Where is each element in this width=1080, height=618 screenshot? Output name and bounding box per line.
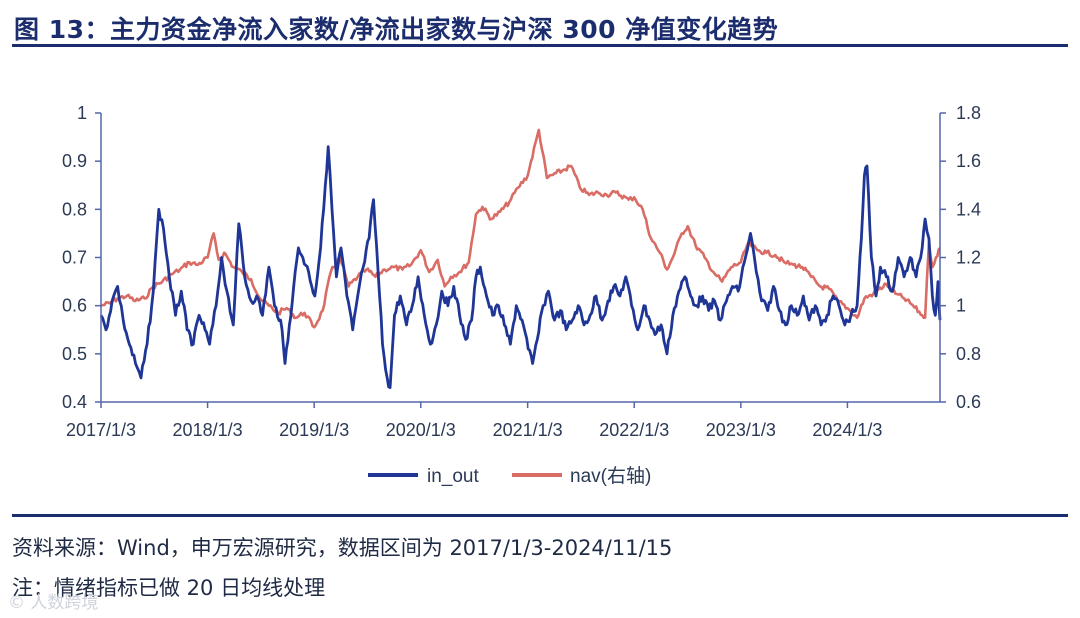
- legend: in_out nav(右轴): [368, 465, 651, 487]
- legend-label-in_out: in_out: [427, 466, 479, 487]
- x-tick-label: 2023/1/3: [706, 420, 776, 440]
- right-tick-label: 1.4: [956, 199, 981, 219]
- right-tick-label: 1: [956, 296, 966, 316]
- x-tick-label: 2022/1/3: [599, 420, 669, 440]
- series-line-nav: [100, 128, 942, 329]
- x-tick-label: 2024/1/3: [812, 420, 882, 440]
- chart-area: 0.4 0.5 0.6 0.7 0.8 0.9 1 0.6 0.8 1 1.2 1.4 1.6 1.8 20…: [62, 103, 981, 487]
- title-divider: [12, 44, 1068, 47]
- left-tick-label: 0.6: [62, 296, 87, 316]
- x-tick-label: 2021/1/3: [493, 420, 563, 440]
- footer-divider: [12, 514, 1068, 517]
- plot-lines: [99, 128, 942, 389]
- x-tick-label: 2017/1/3: [66, 420, 136, 440]
- series-line-in_out: [99, 145, 942, 389]
- axes: 0.4 0.5 0.6 0.7 0.8 0.9 1 0.6 0.8 1 1.2 1.4 1.6 1.8 20…: [62, 103, 981, 440]
- right-tick-label: 1.2: [956, 248, 981, 268]
- left-tick-label: 0.5: [62, 344, 87, 364]
- watermark: © 人数跨境: [8, 593, 99, 613]
- left-tick-label: 0.4: [62, 392, 87, 412]
- source-note: 资料来源：Wind，申万宏源研究，数据区间为 2017/1/3-2024/11/…: [12, 536, 673, 560]
- page-title: 图 13：主力资金净流入家数/净流出家数与沪深 300 净值变化趋势: [14, 15, 779, 44]
- x-tick-label: 2018/1/3: [173, 420, 243, 440]
- left-tick-label: 0.7: [62, 248, 87, 268]
- right-tick-label: 1.6: [956, 151, 981, 171]
- x-tick-label: 2020/1/3: [386, 420, 456, 440]
- legend-label-nav: nav(右轴): [570, 465, 651, 487]
- right-tick-label: 1.8: [956, 103, 981, 123]
- right-tick-label: 0.8: [956, 344, 981, 364]
- left-tick-label: 0.8: [62, 199, 87, 219]
- x-tick-label: 2019/1/3: [279, 420, 349, 440]
- right-tick-label: 0.6: [956, 392, 981, 412]
- footnote: 注：情绪指标已做 20 日均线处理: [12, 576, 326, 600]
- left-tick-label: 0.9: [62, 151, 87, 171]
- left-tick-label: 1: [77, 103, 87, 123]
